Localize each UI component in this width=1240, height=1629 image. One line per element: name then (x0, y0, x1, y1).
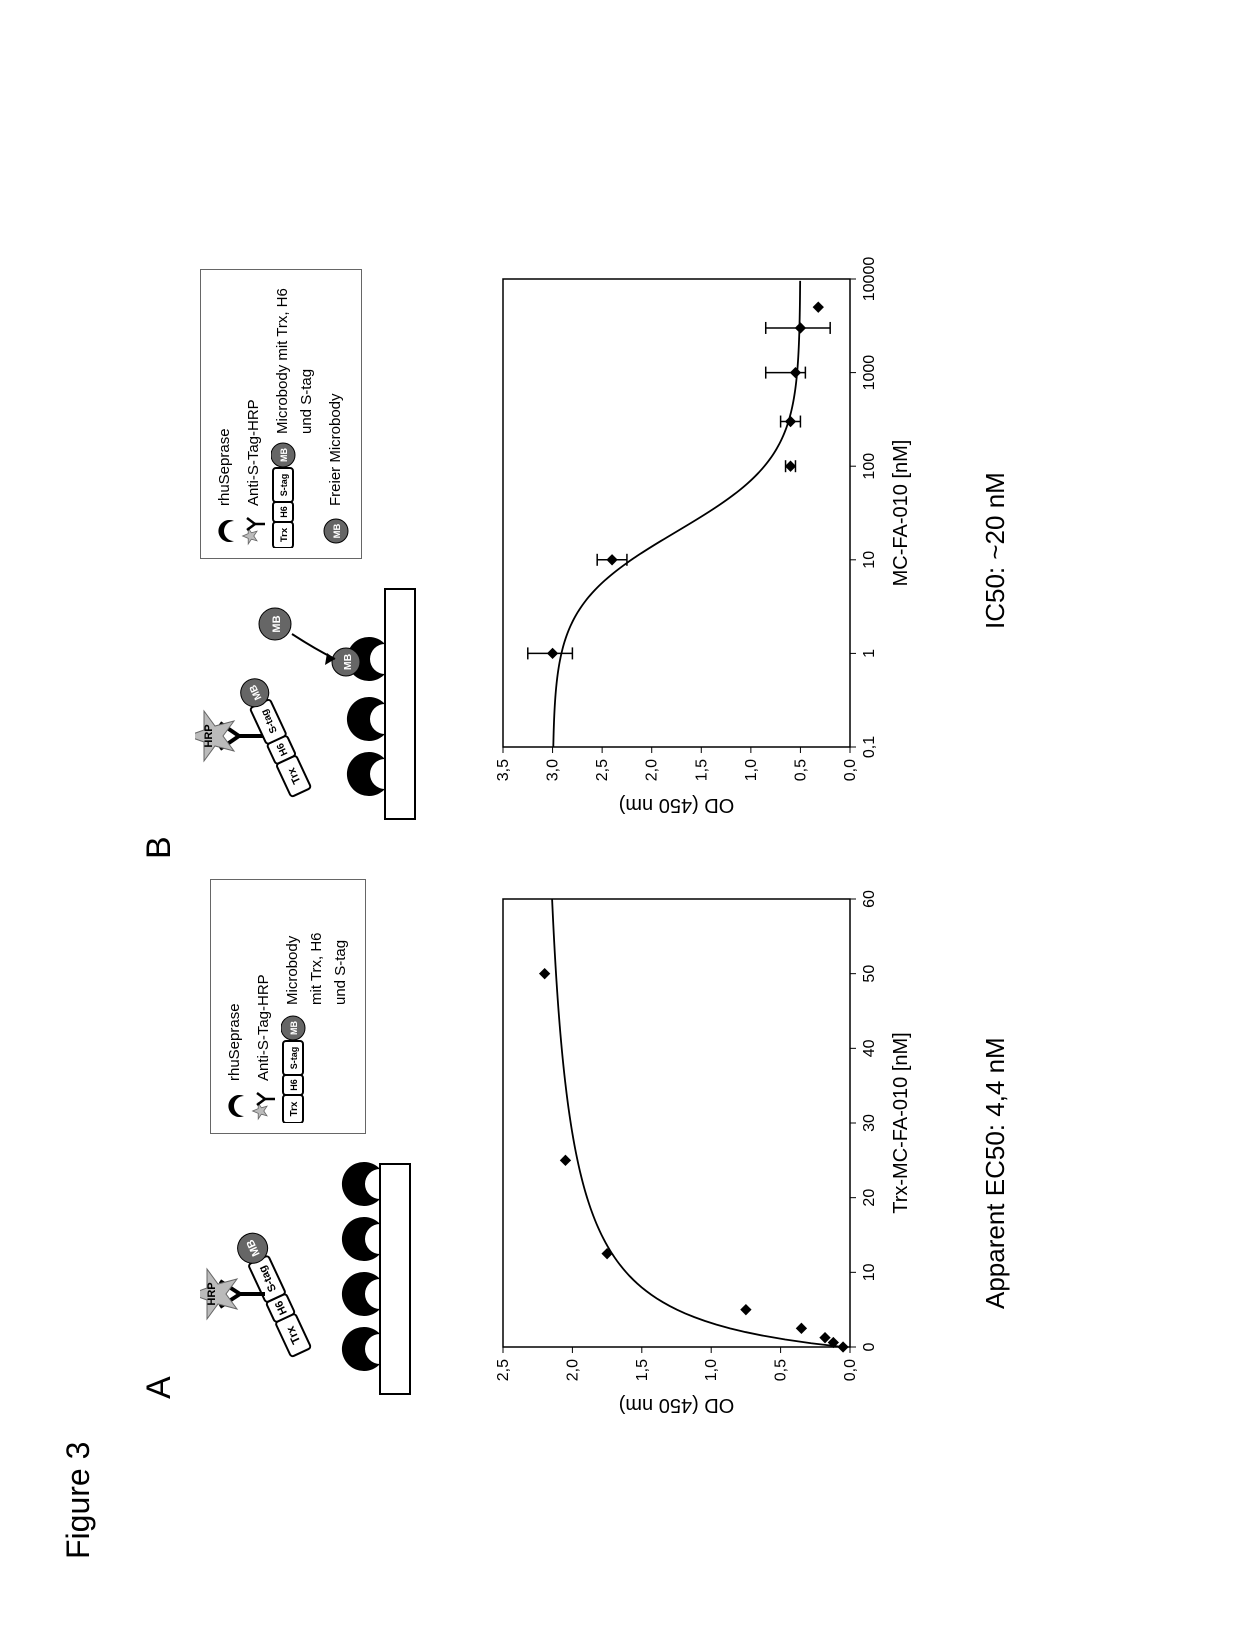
svg-text:10000: 10000 (861, 257, 878, 302)
svg-text:2,0: 2,0 (644, 759, 661, 781)
svg-text:OD (450 nm): OD (450 nm) (619, 794, 735, 816)
legend-label: Anti-S-Tag-HRP (252, 974, 276, 1081)
svg-text:3,0: 3,0 (545, 759, 562, 781)
svg-text:2,5: 2,5 (594, 759, 611, 781)
hrp-star-icon: HRP (195, 711, 234, 761)
svg-text:10: 10 (861, 551, 878, 569)
svg-text:MB: MB (279, 448, 289, 462)
svg-text:0,0: 0,0 (842, 759, 859, 781)
rotated-content: Figure 3 A B Trx H6 S-tag MB (0, 0, 1240, 1629)
svg-text:1: 1 (861, 649, 878, 658)
svg-text:H6: H6 (289, 1079, 299, 1091)
chart-b-caption: IC50: ~20 nM (980, 472, 1011, 629)
svg-text:100: 100 (861, 453, 878, 480)
antibody-hrp-icon (241, 512, 267, 548)
svg-text:HRP: HRP (203, 724, 215, 747)
chart-a: 0,0 0,5 1,0 1,5 2,0 2,5 0 10 20 30 40 50 60 Trx-MC-FA… (485, 879, 925, 1419)
legend-label: rhuSeprase (213, 428, 237, 506)
svg-text:H6: H6 (279, 506, 289, 518)
svg-text:1,5: 1,5 (693, 759, 710, 781)
svg-text:S-tag: S-tag (289, 1047, 299, 1070)
assay-diagram-a: Trx H6 S-tag MB HRP (200, 1154, 420, 1404)
legend-item: MB Freier Microbody (323, 280, 349, 548)
svg-text:3,5: 3,5 (495, 759, 512, 781)
svg-text:2,5: 2,5 (495, 1359, 512, 1381)
panel-label-b: B (140, 836, 179, 859)
svg-text:MC-FA-010 [nM]: MC-FA-010 [nM] (890, 440, 912, 587)
legend-label: Microbody mit Trx, H6 und S-tag (271, 288, 319, 434)
legend-item: Trx H6 S-tag MB Microbody mit Trx, H6 un… (271, 280, 319, 548)
svg-text:Trx: Trx (289, 1101, 300, 1116)
crescent-icon (224, 1087, 246, 1123)
svg-text:0,5: 0,5 (773, 1359, 790, 1381)
legend-a: rhuSeprase Anti-S-Tag-HRP T (210, 879, 366, 1134)
legend-item: Anti-S-Tag-HRP (241, 280, 267, 548)
construct-icon: Trx H6 S-tag MB (281, 1013, 307, 1123)
legend-label: rhuSeprase (223, 1003, 247, 1081)
svg-text:1000: 1000 (861, 355, 878, 391)
legend-item: rhuSeprase (213, 280, 237, 548)
chart-a-caption: Apparent EC50: 4,4 nM (980, 1037, 1011, 1309)
construct-icon: Trx H6 S-tag MB (271, 440, 297, 548)
svg-text:MB: MB (271, 615, 283, 632)
chart-b: 0,0 0,5 1,0 1,5 2,0 2,5 3,0 3,5 0,1 1 10 100 1000 100… (485, 259, 925, 819)
assay-diagram-b: MB MB Trx H6 S-tag MB (195, 579, 425, 829)
legend-item: Anti-S-Tag-HRP (251, 890, 277, 1123)
svg-text:0,5: 0,5 (792, 759, 809, 781)
svg-text:Trx-MC-FA-010 [nM]: Trx-MC-FA-010 [nM] (890, 1032, 912, 1214)
svg-text:Trx: Trx (279, 527, 290, 542)
svg-text:MB: MB (289, 1021, 299, 1035)
svg-text:0,0: 0,0 (842, 1359, 859, 1381)
crescent-icon (214, 512, 236, 548)
legend-label: Freier Microbody (324, 393, 348, 506)
hrp-star-icon: HRP (200, 1269, 237, 1319)
svg-text:40: 40 (861, 1039, 878, 1057)
svg-text:1,0: 1,0 (703, 1359, 720, 1381)
crescent-icon (342, 1162, 380, 1371)
svg-text:50: 50 (861, 965, 878, 983)
svg-text:0: 0 (861, 1342, 878, 1351)
svg-text:MB: MB (332, 523, 343, 538)
svg-text:10: 10 (861, 1263, 878, 1281)
svg-text:2,0: 2,0 (564, 1359, 581, 1381)
legend-label: Microbody mit Trx, H6 und S-tag (281, 932, 353, 1005)
figure-title: Figure 3 (60, 1442, 97, 1559)
legend-b: rhuSeprase Anti-S-Tag-HRP T (200, 269, 362, 559)
svg-text:20: 20 (861, 1189, 878, 1207)
svg-text:MB: MB (342, 653, 354, 670)
competition-arrow-icon: MB (259, 608, 335, 665)
panel-a-schematic: Trx H6 S-tag MB HRP (190, 864, 440, 1404)
panel-b-schematic: MB MB Trx H6 S-tag MB (190, 259, 450, 829)
svg-text:1,0: 1,0 (743, 759, 760, 781)
svg-text:1,5: 1,5 (634, 1359, 651, 1381)
panel-label-a: A (140, 1376, 179, 1399)
svg-text:60: 60 (861, 890, 878, 908)
legend-label: Anti-S-Tag-HRP (242, 399, 266, 506)
svg-text:0,1: 0,1 (861, 736, 878, 758)
legend-item: rhuSeprase (223, 890, 247, 1123)
svg-text:OD (450 nm): OD (450 nm) (619, 1394, 735, 1416)
antibody-hrp-icon (251, 1087, 277, 1123)
svg-text:HRP: HRP (206, 1282, 218, 1305)
legend-item: Trx H6 S-tag MB Microbody mit Trx, H6 un… (281, 890, 353, 1123)
svg-text:30: 30 (861, 1114, 878, 1132)
svg-text:S-tag: S-tag (279, 474, 289, 497)
mb-free-icon: MB (323, 512, 349, 548)
